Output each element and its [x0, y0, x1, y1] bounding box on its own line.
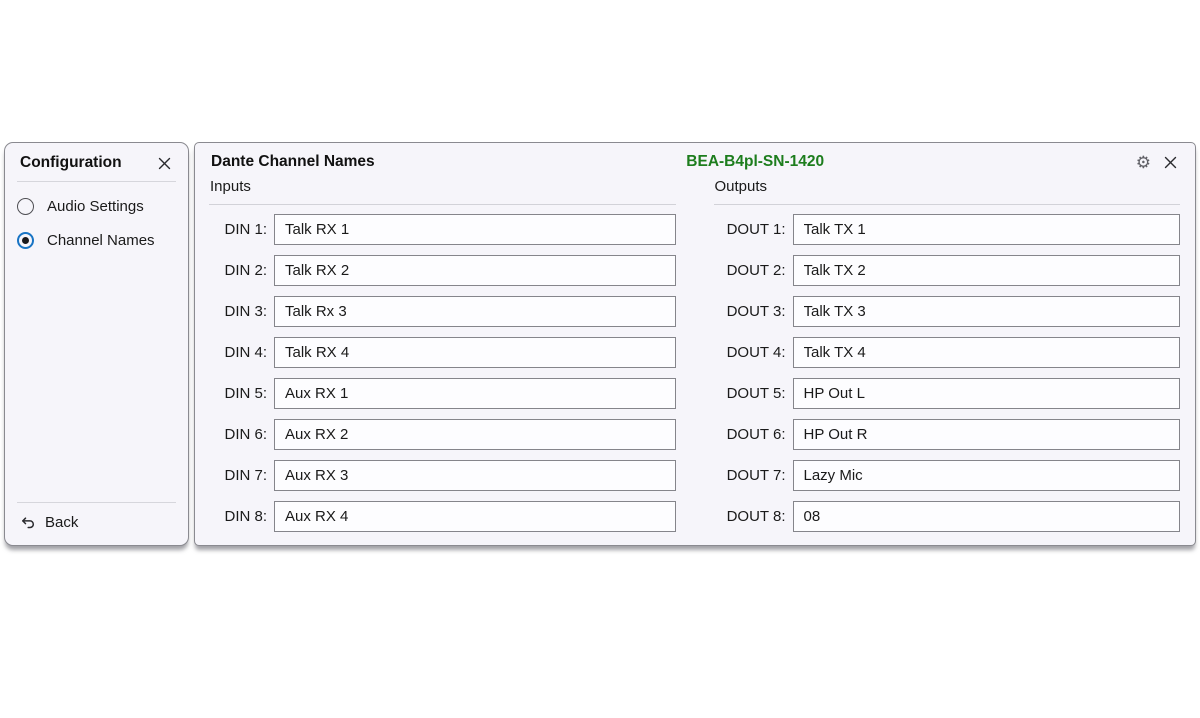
main-panel: Dante Channel Names BEA-B4pl-SN-1420 ⚙ I…	[194, 142, 1196, 546]
gear-icon: ⚙	[1135, 152, 1151, 172]
channel-label: DOUT 7:	[726, 467, 786, 484]
outputs-column: Outputs DOUT 1: DOUT 2:	[713, 177, 1180, 533]
back-arrow-icon	[22, 516, 34, 528]
channel-name-input[interactable]	[274, 296, 676, 327]
channel-label: DOUT 1:	[726, 221, 786, 238]
channel-name-input[interactable]	[274, 501, 676, 532]
back-button[interactable]: Back	[5, 503, 188, 545]
channel-label: DIN 8:	[224, 508, 267, 525]
channel-row: DOUT 4:	[714, 337, 1180, 368]
device-name: BEA-B4pl-SN-1420	[686, 153, 825, 170]
sidebar-header-divider	[17, 181, 176, 182]
channel-name-input[interactable]	[274, 255, 676, 286]
channel-name-input[interactable]	[274, 337, 676, 368]
channel-row: DIN 6:	[209, 419, 676, 450]
channel-label: DIN 1:	[224, 221, 267, 238]
channel-label: DOUT 3:	[726, 303, 786, 320]
configuration-options: Audio Settings Channel Names	[5, 182, 188, 274]
configuration-panel-header: Configuration	[5, 143, 188, 181]
channel-row: DIN 3:	[209, 296, 676, 327]
channel-label: DIN 5:	[224, 385, 267, 402]
back-button-label: Back	[45, 514, 79, 531]
channel-row: DOUT 6:	[714, 419, 1180, 450]
close-icon	[158, 157, 171, 169]
channel-row: DOUT 7:	[714, 460, 1180, 491]
radio-option-label: Channel Names	[47, 232, 155, 249]
channel-name-input[interactable]	[792, 460, 1180, 491]
sidebar-footer-divider	[17, 502, 176, 503]
channel-label: DIN 2:	[224, 262, 267, 279]
channel-name-input[interactable]	[792, 214, 1180, 245]
close-icon	[1164, 156, 1177, 168]
radio-icon	[17, 232, 34, 249]
channel-name-input[interactable]	[792, 296, 1180, 327]
sidebar-radio-option[interactable]: Audio Settings	[17, 198, 176, 215]
outputs-heading: Outputs	[713, 177, 1180, 205]
outputs-rows: DOUT 1: DOUT 2: DOUT 3:	[714, 214, 1180, 532]
channel-row: DOUT 8:	[714, 501, 1180, 532]
sidebar-radio-option[interactable]: Channel Names	[17, 232, 176, 249]
channel-label: DOUT 4:	[726, 344, 786, 361]
channel-row: DIN 7:	[209, 460, 676, 491]
channel-row: DIN 1:	[209, 214, 676, 245]
channel-name-input[interactable]	[792, 337, 1180, 368]
channel-name-input[interactable]	[274, 419, 676, 450]
channel-label: DIN 4:	[224, 344, 267, 361]
channel-label: DIN 6:	[224, 426, 267, 443]
main-panel-header: Dante Channel Names BEA-B4pl-SN-1420 ⚙	[209, 152, 1180, 177]
channel-row: DIN 8:	[209, 501, 676, 532]
channel-name-input[interactable]	[792, 378, 1180, 409]
inputs-rows: DIN 1: DIN 2: DIN 3:	[209, 214, 676, 532]
channel-name-input[interactable]	[792, 501, 1180, 532]
channel-label: DOUT 6:	[726, 426, 786, 443]
sidebar-spacer	[5, 274, 188, 502]
channel-label: DIN 3:	[224, 303, 267, 320]
main-close-button[interactable]	[1163, 155, 1178, 170]
channel-row: DIN 5:	[209, 378, 676, 409]
channel-row: DIN 4:	[209, 337, 676, 368]
configuration-panel: Configuration Audio Settings Channel Nam…	[4, 142, 189, 546]
channel-row: DOUT 1:	[714, 214, 1180, 245]
channel-row: DOUT 2:	[714, 255, 1180, 286]
settings-button[interactable]: ⚙	[1136, 154, 1151, 171]
header-icons: ⚙	[1136, 154, 1178, 171]
channel-name-input[interactable]	[792, 419, 1180, 450]
channel-name-input[interactable]	[274, 378, 676, 409]
radio-icon	[17, 198, 34, 215]
channel-columns: Inputs DIN 1: DIN 2:	[209, 177, 1180, 533]
channel-label: DOUT 8:	[726, 508, 786, 525]
radio-option-label: Audio Settings	[47, 198, 144, 215]
channel-row: DOUT 5:	[714, 378, 1180, 409]
configuration-window: Configuration Audio Settings Channel Nam…	[4, 142, 1196, 546]
channel-name-input[interactable]	[792, 255, 1180, 286]
channel-row: DIN 2:	[209, 255, 676, 286]
inputs-heading: Inputs	[209, 177, 676, 205]
channel-name-input[interactable]	[274, 460, 676, 491]
channel-label: DOUT 2:	[726, 262, 786, 279]
channel-row: DOUT 3:	[714, 296, 1180, 327]
page-title: Dante Channel Names	[211, 153, 375, 170]
channel-label: DIN 7:	[224, 467, 267, 484]
channel-label: DOUT 5:	[726, 385, 786, 402]
configuration-close-button[interactable]	[157, 156, 172, 171]
inputs-column: Inputs DIN 1: DIN 2:	[209, 177, 676, 533]
channel-name-input[interactable]	[274, 214, 676, 245]
configuration-title: Configuration	[20, 154, 122, 171]
